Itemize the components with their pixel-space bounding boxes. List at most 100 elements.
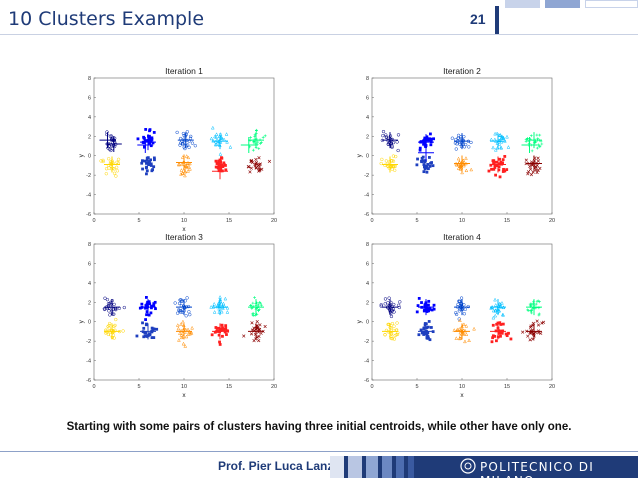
data-point <box>491 334 495 338</box>
data-point <box>152 165 156 169</box>
data-point <box>181 142 185 146</box>
data-point <box>425 310 429 313</box>
data-point <box>193 144 197 148</box>
data-point <box>101 159 105 164</box>
data-point <box>112 171 117 175</box>
data-point <box>536 299 540 303</box>
data-point <box>504 332 508 336</box>
data-point <box>218 295 222 299</box>
data-point <box>114 165 119 169</box>
data-point <box>225 310 230 314</box>
data-point <box>183 344 188 348</box>
data-point <box>109 134 114 138</box>
data-point <box>500 300 504 305</box>
data-point <box>458 330 463 335</box>
data-point <box>258 300 262 304</box>
data-point <box>487 169 491 173</box>
data-point <box>535 133 539 137</box>
data-point <box>529 134 533 138</box>
data-point <box>115 160 119 164</box>
data-point <box>258 323 262 327</box>
data-point <box>422 142 425 146</box>
data-point <box>458 307 462 311</box>
data-point <box>497 308 502 313</box>
data-point <box>189 134 193 139</box>
data-point <box>390 309 395 313</box>
x-tick-label: 20 <box>549 218 555 224</box>
data-point <box>257 327 262 332</box>
data-point <box>422 331 426 335</box>
data-point <box>426 137 430 141</box>
data-point <box>427 138 431 142</box>
cluster-points <box>454 156 474 175</box>
data-point <box>422 170 426 174</box>
data-point <box>249 136 253 139</box>
data-point <box>429 132 432 136</box>
y-tick-label: -4 <box>86 193 91 199</box>
cluster-points <box>383 321 400 341</box>
data-point <box>185 161 190 165</box>
chart-iteration-4: Iteration 4 0 5 10 15 20 -6 -4 -2 0 2 4 6 8 x y <box>352 230 562 410</box>
data-point <box>214 132 219 136</box>
centroid-marker <box>137 137 154 154</box>
data-point <box>490 167 493 171</box>
y-tick-label: -6 <box>86 378 91 384</box>
data-point <box>253 164 257 168</box>
data-point <box>177 338 181 342</box>
footer-rule <box>0 451 638 452</box>
data-point <box>535 319 539 323</box>
x-tick-label: 20 <box>271 218 277 224</box>
data-point <box>536 159 540 163</box>
chart-title: Iteration 3 <box>165 232 203 242</box>
cluster-points <box>176 154 192 178</box>
centroid-marker <box>454 155 470 172</box>
data-point <box>386 139 390 143</box>
header-decor-3 <box>585 0 638 8</box>
data-point <box>249 303 252 307</box>
data-point <box>387 296 391 300</box>
data-point <box>457 336 462 341</box>
data-point <box>418 146 422 150</box>
data-point <box>144 128 148 131</box>
data-point <box>259 303 263 307</box>
university-logo-icon <box>460 458 476 474</box>
data-point <box>143 145 146 149</box>
data-point <box>251 148 255 152</box>
data-point <box>221 334 224 338</box>
data-point <box>248 170 252 174</box>
data-point <box>249 332 254 336</box>
y-tick-label: 4 <box>366 115 369 121</box>
data-point <box>152 302 156 306</box>
data-point <box>499 145 503 150</box>
cluster-points <box>524 133 544 153</box>
cluster-points <box>209 295 230 314</box>
y-tick-label: -2 <box>86 173 91 179</box>
data-point <box>432 307 436 311</box>
data-point <box>495 164 499 167</box>
data-point <box>149 158 152 162</box>
data-point <box>489 305 493 310</box>
data-point <box>145 158 149 162</box>
x-tick-label: 10 <box>459 218 465 224</box>
data-point <box>496 321 500 325</box>
data-point <box>259 141 263 144</box>
data-point <box>503 155 507 158</box>
centroid-marker <box>240 137 257 154</box>
data-point <box>472 326 476 331</box>
data-point <box>217 163 221 167</box>
data-point <box>105 330 109 334</box>
data-point <box>498 138 502 143</box>
y-tick-label: 2 <box>88 134 91 140</box>
data-point <box>493 131 497 136</box>
data-point <box>423 164 427 168</box>
data-point <box>145 313 148 317</box>
data-point <box>454 311 458 315</box>
centroid-marker <box>418 144 434 161</box>
data-point <box>528 167 533 171</box>
data-point <box>391 159 396 163</box>
data-point <box>423 332 427 336</box>
y-tick-label: 8 <box>366 76 369 82</box>
y-tick-label: -4 <box>364 359 369 365</box>
data-point <box>498 132 503 137</box>
data-point <box>501 322 505 326</box>
